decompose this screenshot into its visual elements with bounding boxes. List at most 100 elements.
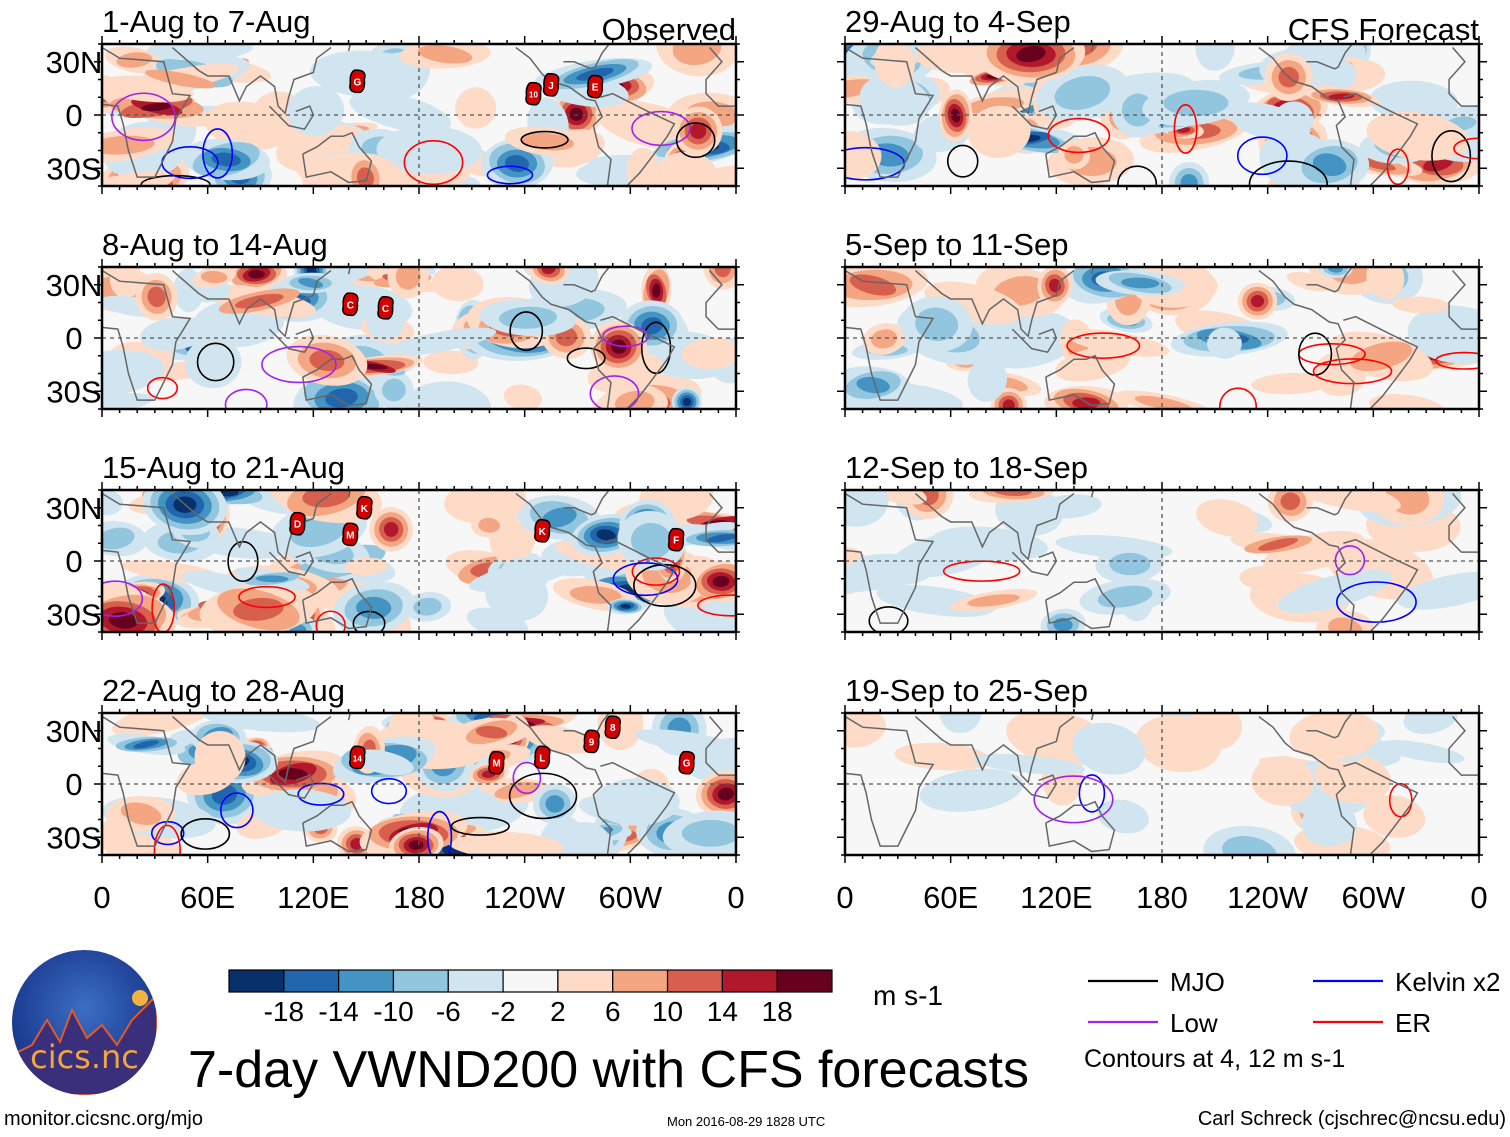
wave-contour — [508, 772, 578, 820]
tropical-cyclone-marker: F — [667, 527, 685, 552]
positive-anomaly — [1328, 617, 1363, 632]
panel-title: 19-Sep to 25-Sep — [845, 673, 1088, 708]
coastline — [1045, 800, 1116, 853]
negative-anomaly — [466, 607, 529, 632]
tropical-cyclone-marker: 8 — [604, 715, 621, 740]
logo-text: cics.nc — [30, 1038, 139, 1076]
coastline — [845, 492, 935, 624]
negative-anomaly — [325, 388, 358, 408]
coastline — [302, 800, 373, 853]
hurricane-icon — [342, 522, 359, 547]
colorbar-tick-label: 6 — [605, 996, 621, 1027]
lat-tick-label: 30N — [46, 714, 103, 749]
negative-anomaly — [932, 526, 1048, 561]
wave-contour — [1219, 387, 1258, 409]
wave-contour — [486, 165, 534, 185]
hurricane-icon — [356, 495, 373, 520]
coastline — [102, 715, 192, 847]
tropical-cyclone-marker: 9 — [583, 729, 600, 754]
anomaly-field — [102, 267, 736, 409]
positive-anomaly — [503, 384, 543, 409]
anomaly-field — [845, 44, 1479, 186]
map-panel: 1-Aug to 7-Aug Observed G 10 J E 30N 0 30S — [46, 4, 744, 194]
coastline — [102, 46, 192, 178]
positive-anomaly — [569, 107, 584, 121]
tropical-cyclone-marker: J — [542, 72, 560, 97]
coastline — [705, 716, 736, 776]
positive-anomaly — [200, 270, 228, 284]
hurricane-icon — [678, 750, 695, 775]
colorbar-swatch — [502, 969, 559, 993]
coastline — [845, 715, 935, 847]
lon-tick-label: 0 — [93, 880, 110, 915]
negative-anomaly — [620, 604, 632, 609]
negative-anomaly — [576, 67, 614, 81]
lon-tick-label: 120E — [1020, 880, 1092, 915]
legend-label: MJO — [1170, 967, 1225, 997]
positive-anomaly — [234, 293, 284, 309]
wave-contour — [426, 810, 453, 855]
negative-anomaly — [1277, 569, 1393, 613]
negative-anomaly — [1054, 75, 1111, 111]
lon-tick-label: 60W — [598, 880, 662, 915]
positive-anomaly — [145, 69, 216, 89]
coastline — [1011, 105, 1058, 131]
lat-tick-label: 30S — [46, 597, 101, 632]
positive-anomaly — [712, 575, 730, 588]
map-panel: 29-Aug to 4-Sep CFS Forecast — [837, 4, 1487, 194]
coastline — [302, 577, 373, 630]
wave-contour — [151, 583, 176, 632]
anomaly-field — [845, 267, 1479, 409]
positive-anomaly — [1258, 537, 1299, 551]
positive-anomaly — [1055, 346, 1131, 382]
storm-label: M — [346, 530, 354, 541]
coastline — [515, 269, 612, 409]
wave-contour — [146, 376, 179, 400]
negative-anomaly — [1207, 327, 1242, 359]
hurricane-icon — [342, 292, 359, 317]
lon-tick-label: 0 — [1470, 880, 1487, 915]
storm-label: G — [353, 77, 361, 88]
negative-anomaly — [366, 301, 405, 341]
lon-tick-label: 180 — [1136, 880, 1188, 915]
panel-title: 5-Sep to 11-Sep — [845, 227, 1068, 262]
colorbar-tick-label: -14 — [318, 996, 358, 1027]
coastline — [1448, 270, 1479, 330]
wave-contour — [675, 122, 716, 159]
negative-anomaly — [915, 307, 959, 342]
colorbar-swatch — [283, 969, 340, 993]
positive-anomaly — [1289, 713, 1379, 760]
positive-anomaly — [681, 338, 736, 369]
negative-anomaly — [919, 768, 1024, 812]
wave-contour — [512, 761, 542, 795]
wave-contour — [520, 130, 569, 149]
coastline — [1306, 713, 1353, 739]
wave-contour — [153, 824, 181, 855]
wave-contour — [1312, 358, 1393, 385]
negative-anomaly — [685, 737, 736, 783]
colorbar-tick-label: 2 — [550, 996, 566, 1027]
wave-contour — [631, 557, 681, 586]
storm-label: D — [294, 520, 301, 531]
positive-anomaly — [874, 44, 915, 88]
negative-anomaly — [1072, 722, 1145, 775]
negative-anomaly — [376, 125, 482, 175]
coastlines — [845, 490, 1479, 632]
column-label: CFS Forecast — [1288, 12, 1480, 47]
wave-contour — [450, 816, 510, 836]
positive-anomaly — [455, 87, 497, 129]
lat-tick-label: 30S — [46, 151, 101, 186]
colorbar-tick-label: 18 — [762, 996, 793, 1027]
negative-anomaly — [1109, 552, 1151, 576]
lon-tick-label: 120E — [277, 880, 349, 915]
coastlines — [102, 267, 736, 409]
wave-contour — [1434, 351, 1479, 370]
hurricane-icon — [583, 729, 600, 754]
panel-title: 29-Aug to 4-Sep — [845, 4, 1071, 39]
storm-label: 14 — [353, 754, 362, 763]
colorbar-tick-label: -6 — [436, 996, 461, 1027]
colorbar-swatch — [557, 969, 614, 993]
negative-anomaly — [287, 86, 345, 136]
tropical-cyclone-marker: G — [678, 750, 695, 775]
